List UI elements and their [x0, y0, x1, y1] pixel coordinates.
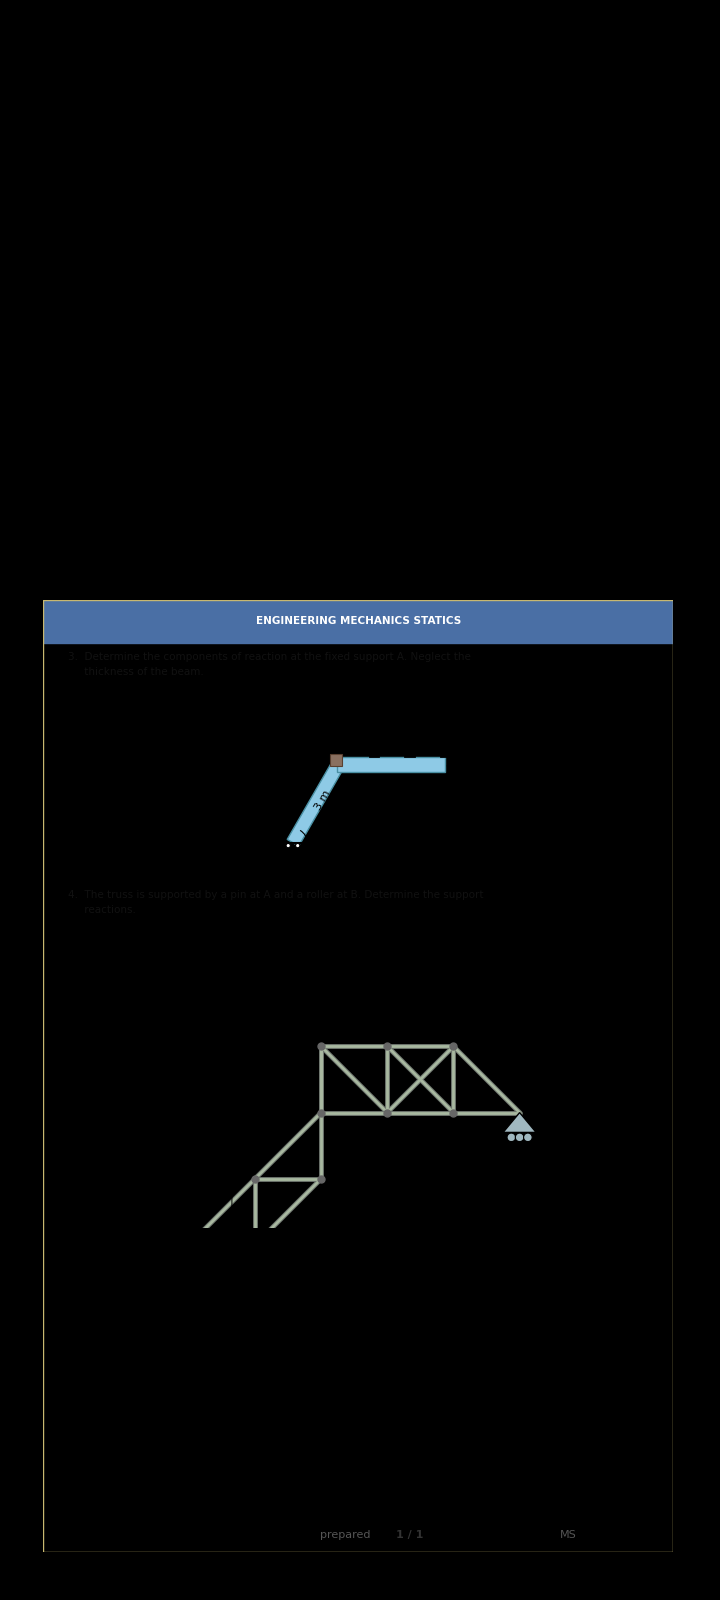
Circle shape: [286, 843, 290, 848]
Text: reactions.: reactions.: [68, 904, 136, 915]
Text: 5 kN: 5 kN: [170, 1115, 199, 1128]
Text: 200 N: 200 N: [429, 710, 462, 720]
Polygon shape: [172, 1245, 205, 1264]
Text: 1 m: 1 m: [382, 786, 402, 795]
Text: 3.  Determine the components of reaction at the fixed support A. Neglect the: 3. Determine the components of reaction …: [68, 653, 472, 662]
Text: 200 N: 200 N: [393, 710, 426, 720]
Text: 4.  The truss is supported by a pin at A and a roller at B. Determine the suppor: 4. The truss is supported by a pin at A …: [68, 890, 484, 901]
Text: 1 / 1: 1 / 1: [396, 1530, 423, 1539]
Text: 400 N: 400 N: [480, 774, 513, 786]
Text: 200 N: 200 N: [357, 710, 390, 720]
Text: 3 m: 3 m: [313, 789, 333, 811]
Text: 30°: 30°: [449, 750, 467, 760]
Text: ENGINEERING MECHANICS STATICS: ENGINEERING MECHANICS STATICS: [256, 616, 461, 627]
Text: thickness of the beam.: thickness of the beam.: [68, 667, 204, 677]
Text: prepared: prepared: [320, 1530, 371, 1539]
Text: 4 m: 4 m: [443, 982, 464, 992]
Text: 1 m: 1 m: [418, 786, 438, 795]
Circle shape: [523, 1133, 532, 1142]
Bar: [43, 600, 673, 643]
Text: B: B: [529, 1093, 538, 1106]
Text: 2 m: 2 m: [343, 982, 365, 992]
Text: 45°: 45°: [205, 1256, 225, 1267]
Circle shape: [516, 1133, 524, 1142]
Circle shape: [296, 843, 300, 848]
Polygon shape: [503, 1112, 536, 1133]
Text: A: A: [290, 846, 298, 859]
Text: 1 m: 1 m: [346, 786, 366, 795]
Circle shape: [507, 1133, 516, 1142]
Text: 10 kN: 10 kN: [374, 954, 410, 966]
Polygon shape: [287, 762, 344, 846]
Text: A: A: [175, 1275, 184, 1288]
Polygon shape: [330, 755, 342, 766]
Text: 2 m: 2 m: [265, 1194, 287, 1203]
Text: MS: MS: [560, 1530, 577, 1539]
Polygon shape: [337, 757, 445, 773]
Text: 60°: 60°: [302, 845, 320, 856]
Text: 4 m: 4 m: [138, 1171, 160, 1181]
